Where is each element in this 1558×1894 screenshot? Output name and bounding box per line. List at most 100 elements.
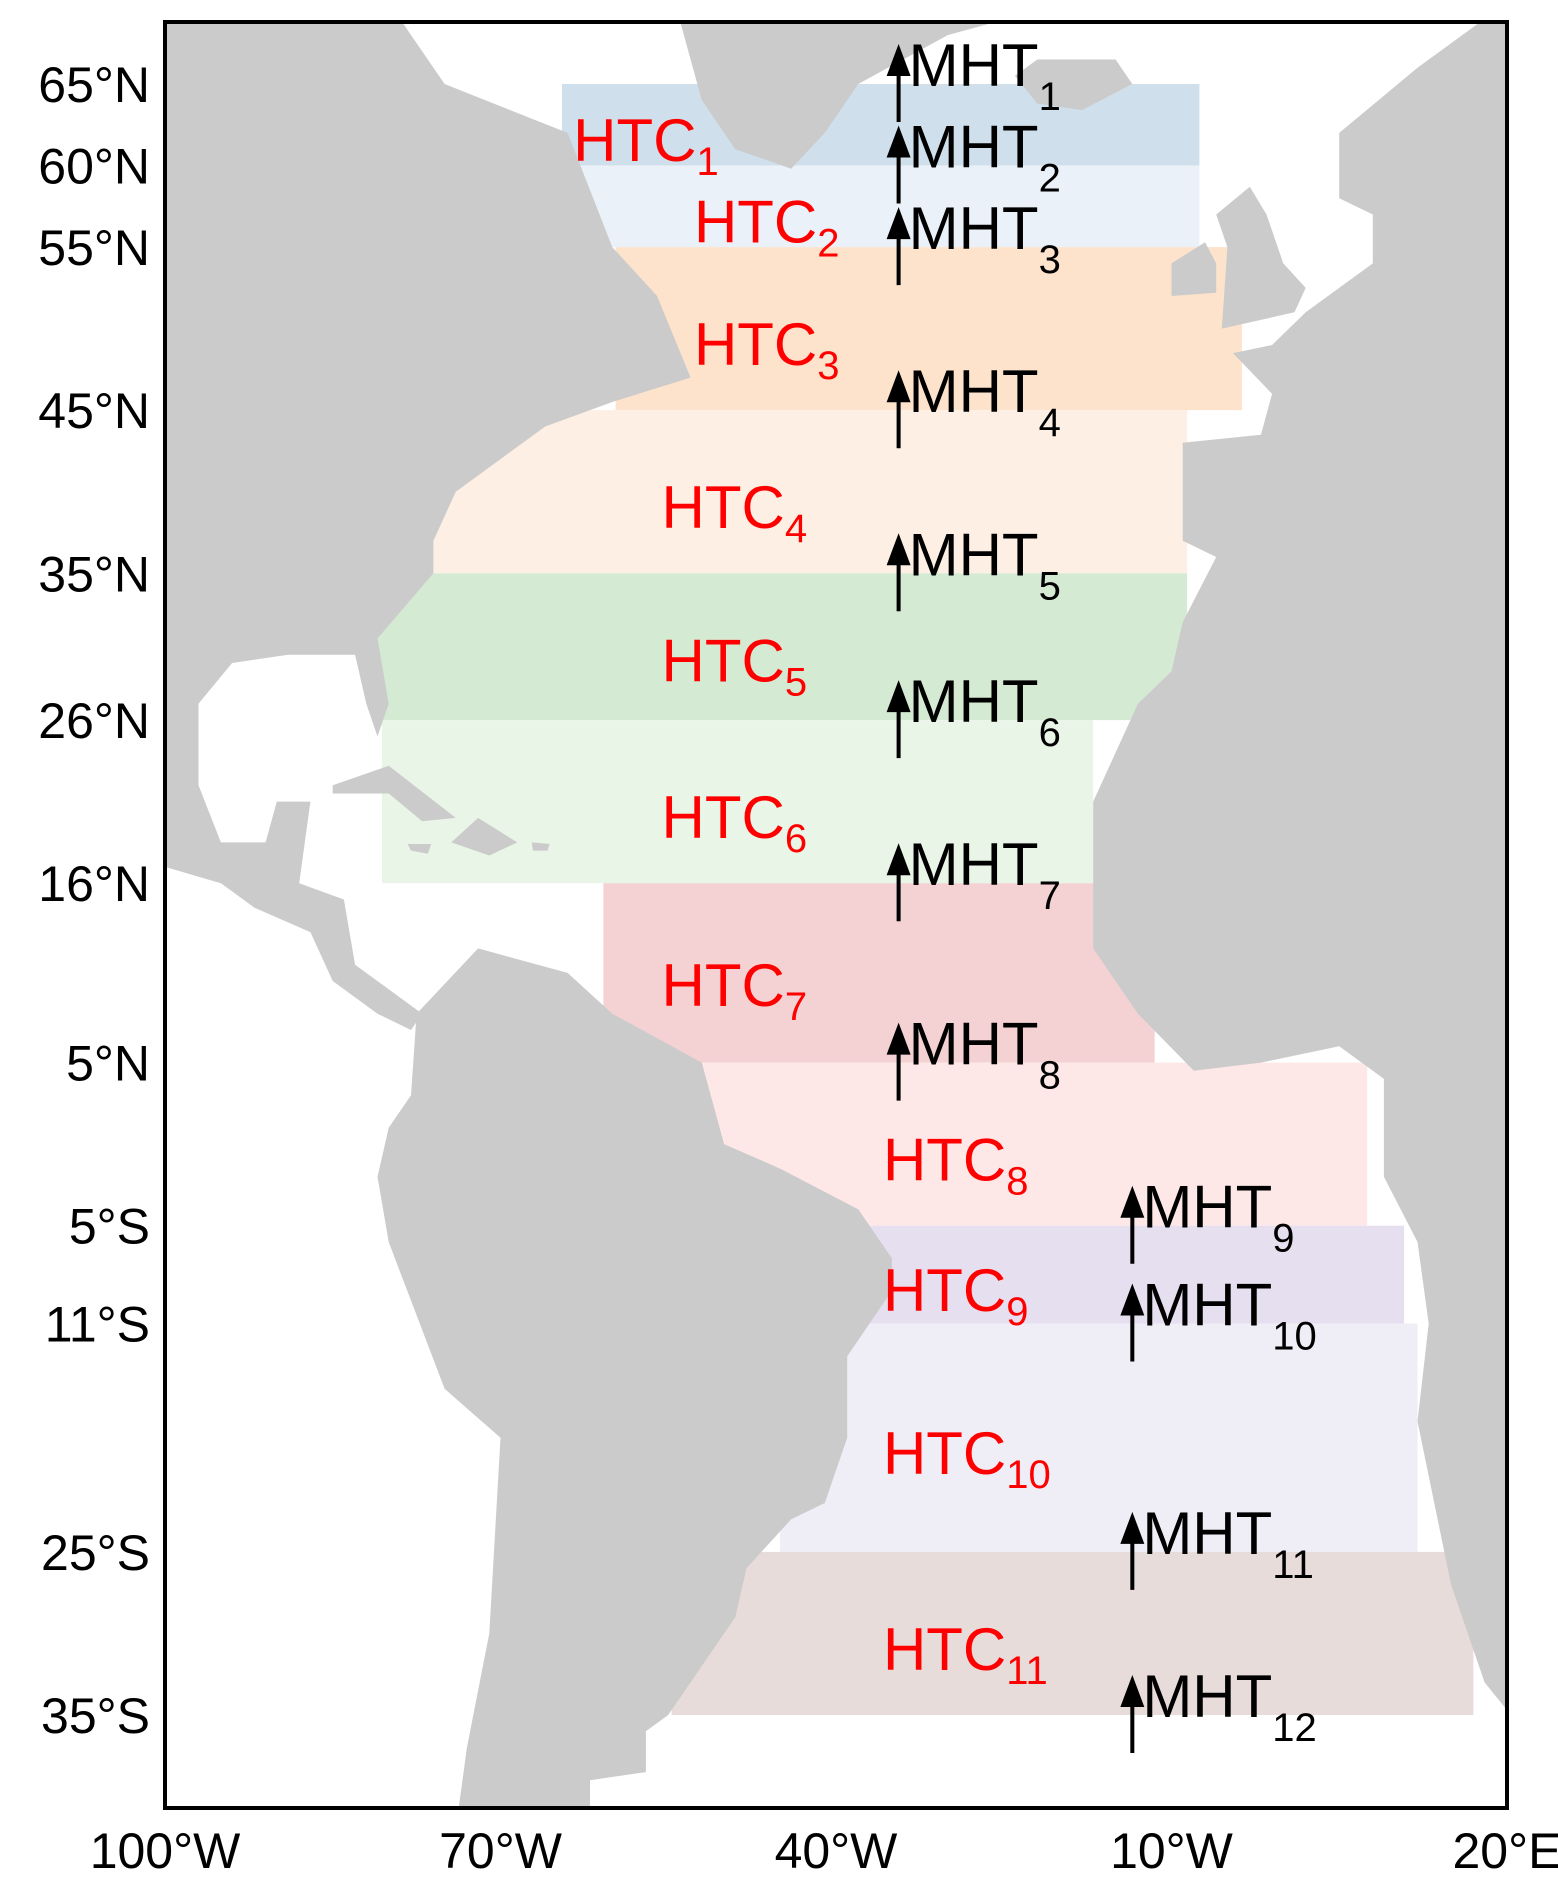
- mht-label: MHT1: [909, 32, 1061, 119]
- mht-label-subscript: 3: [1039, 238, 1061, 282]
- mht-label-text: MHT: [909, 114, 1039, 181]
- arrowhead-icon: [1120, 1675, 1145, 1707]
- mht-label-subscript: 7: [1039, 874, 1061, 918]
- htc-label-subscript: 5: [785, 660, 807, 704]
- htc-label-text: HTC: [694, 311, 817, 378]
- land-iceland: [1014, 59, 1133, 111]
- mht-2: MHT2: [886, 114, 1061, 204]
- htc-band-5: [377, 573, 1188, 721]
- htc-label: HTC1: [573, 107, 719, 184]
- htc-label: HTC8: [883, 1126, 1029, 1203]
- htc-label-subscript: 7: [785, 985, 807, 1029]
- mht-label-subscript: 2: [1039, 157, 1061, 201]
- mht-3: MHT3: [886, 195, 1061, 286]
- htc-label-text: HTC: [662, 952, 785, 1019]
- mht-7: MHT7: [886, 831, 1061, 922]
- htc-label-subscript: 8: [1006, 1159, 1028, 1203]
- mht-label: MHT8: [909, 1011, 1061, 1098]
- y-tick-label: 35°N: [38, 546, 150, 602]
- land-puerto-rico: [531, 842, 550, 851]
- mht-label-text: MHT: [909, 195, 1039, 262]
- mht-4: MHT4: [886, 358, 1061, 449]
- htc-label-text: HTC: [662, 627, 785, 694]
- htc-label-text: HTC: [883, 1257, 1006, 1324]
- arrowhead-icon: [886, 370, 911, 403]
- mht-label-text: MHT: [1142, 1174, 1272, 1241]
- htc-labels: HTC1HTC2HTC3HTC4HTC5HTC6HTC7HTC8HTC9HTC1…: [573, 107, 1051, 1693]
- mht-label: MHT2: [909, 114, 1061, 201]
- mht-label-text: MHT: [909, 831, 1039, 898]
- y-tick-label: 45°N: [38, 383, 150, 439]
- land-ireland: [1171, 242, 1217, 296]
- htc-label: HTC9: [883, 1257, 1029, 1334]
- htc-label-subscript: 6: [785, 817, 807, 861]
- htc-band-11: [671, 1551, 1474, 1715]
- htc-band-4: [433, 410, 1188, 574]
- arrowhead-icon: [886, 207, 911, 240]
- htc-label-text: HTC: [694, 189, 817, 256]
- y-tick-label: 60°N: [38, 139, 150, 195]
- htc-label: HTC10: [883, 1420, 1051, 1497]
- y-tick-label: 26°N: [38, 693, 150, 749]
- mht-label-text: MHT: [909, 1011, 1039, 1078]
- arrowhead-icon: [886, 680, 911, 713]
- htc-band-3: [615, 247, 1242, 411]
- mht-label: MHT3: [909, 195, 1061, 282]
- y-tick-label: 35°S: [41, 1688, 150, 1744]
- x-axis-ticks: 100°W 70°W 40°W 10°W 20°E: [90, 1823, 1558, 1879]
- htc-label: HTC2: [694, 189, 840, 266]
- mht-label-text: MHT: [1142, 1272, 1272, 1339]
- land-great-britain: [1216, 186, 1306, 329]
- mht-label-text: MHT: [909, 521, 1039, 588]
- htc-label: HTC7: [662, 952, 808, 1029]
- mht-label: MHT11: [1142, 1500, 1314, 1587]
- mht-label: MHT5: [909, 521, 1061, 608]
- y-tick-label: 65°N: [38, 57, 150, 113]
- land-hispaniola: [451, 817, 518, 856]
- land-jamaica: [407, 844, 432, 854]
- mht-label-text: MHT: [1142, 1500, 1272, 1567]
- y-tick-label: 5°N: [66, 1036, 150, 1092]
- mht-5: MHT5: [886, 521, 1061, 612]
- htc-band-6: [381, 720, 1094, 884]
- mht-label: MHT10: [1142, 1272, 1316, 1359]
- y-axis-ticks: 65°N 60°N 55°N 45°N 35°N 26°N 16°N 5°N 5°S 11°S 25…: [38, 57, 150, 1744]
- land-south-america: [377, 948, 892, 1808]
- x-tick-label: 10°W: [1110, 1823, 1234, 1879]
- y-tick-label: 55°N: [38, 220, 150, 276]
- map-area: [165, 22, 1507, 1808]
- mht-1: MHT1: [886, 32, 1061, 122]
- arrowhead-icon: [1120, 1185, 1145, 1218]
- y-tick-label: 5°S: [69, 1199, 150, 1255]
- mht-12: MHT12: [1120, 1663, 1317, 1753]
- mht-label-subscript: 8: [1039, 1054, 1061, 1098]
- htc-label-text: HTC: [883, 1126, 1006, 1193]
- x-tick-label: 20°E: [1452, 1823, 1558, 1879]
- htc-band-10: [780, 1323, 1418, 1552]
- mht-label-subscript: 11: [1272, 1543, 1314, 1587]
- mht-6: MHT6: [886, 668, 1061, 759]
- htc-label-text: HTC: [573, 107, 696, 174]
- arrowhead-icon: [886, 843, 911, 876]
- htc-label: HTC4: [662, 474, 808, 551]
- arrowhead-icon: [886, 125, 911, 158]
- htc-label-text: HTC: [662, 474, 785, 541]
- mht-label-subscript: 6: [1039, 711, 1061, 755]
- mht-label-text: MHT: [909, 358, 1039, 425]
- arrowhead-icon: [886, 1022, 911, 1055]
- htc-label-text: HTC: [883, 1420, 1006, 1487]
- mht-label: MHT7: [909, 831, 1061, 918]
- land-greenland: [680, 22, 996, 169]
- htc-label-subscript: 4: [785, 507, 807, 551]
- mht-label: MHT4: [909, 358, 1061, 445]
- htc-label-subscript: 3: [817, 344, 839, 388]
- mht-10: MHT10: [1120, 1272, 1317, 1362]
- htc-label: HTC11: [883, 1616, 1048, 1693]
- mht-label-subscript: 12: [1272, 1706, 1317, 1750]
- mht-label-text: MHT: [909, 32, 1039, 99]
- y-tick-label: 16°N: [38, 856, 150, 912]
- mht-11: MHT11: [1120, 1500, 1314, 1590]
- x-tick-label: 40°W: [775, 1823, 899, 1879]
- land-cuba: [332, 765, 456, 822]
- mht-label: MHT9: [1142, 1174, 1294, 1261]
